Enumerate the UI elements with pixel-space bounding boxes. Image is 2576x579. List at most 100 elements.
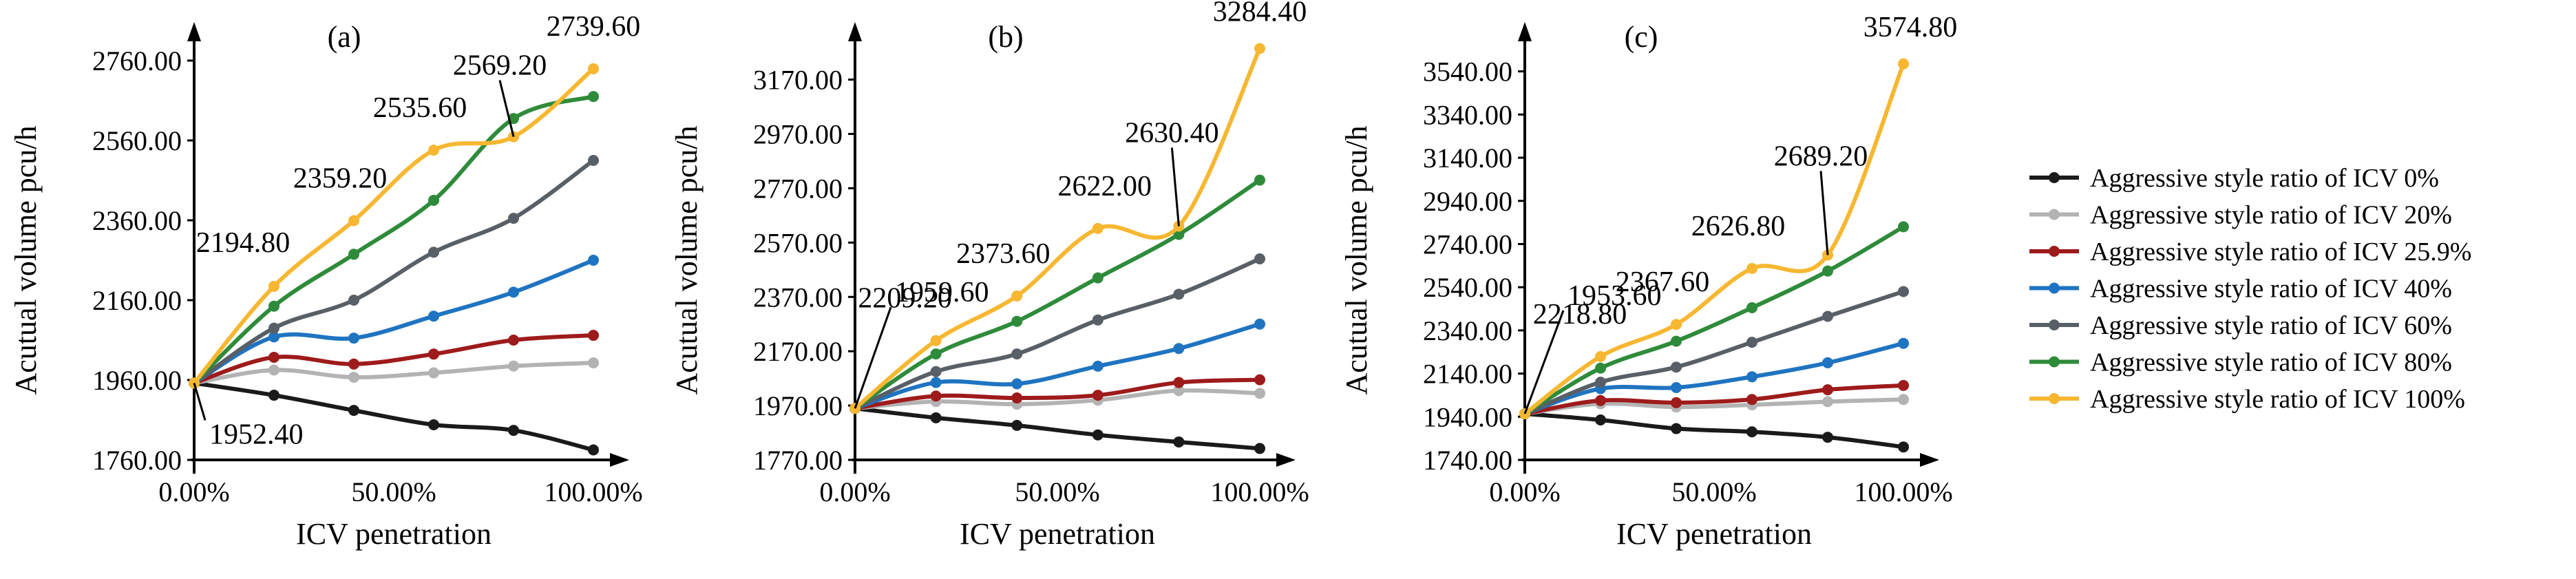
- legend-swatch-marker: [2049, 209, 2060, 220]
- series-line: [1524, 383, 1904, 416]
- data-point: [930, 335, 942, 346]
- data-point: [1011, 348, 1023, 360]
- data-point: [1595, 377, 1606, 388]
- data-point: [1173, 385, 1185, 397]
- data-point: [1671, 319, 1682, 330]
- data-point: [428, 348, 439, 360]
- legend-label: Aggressive style ratio of ICV 20%: [2090, 201, 2452, 230]
- data-point: [1092, 390, 1104, 401]
- x-tick-label: 50.00%: [1015, 476, 1099, 507]
- series-4: [189, 155, 599, 389]
- data-point: [930, 348, 942, 360]
- data-label: 1953.60: [1567, 280, 1662, 312]
- data-point: [1254, 443, 1265, 454]
- series-line: [193, 361, 594, 386]
- legend-swatch-marker: [2049, 246, 2060, 257]
- data-label: 2630.40: [1125, 118, 1219, 149]
- legend-item: Aggressive style ratio of ICV 60%: [2029, 311, 2452, 340]
- data-label: 2689.20: [1774, 140, 1868, 172]
- y-tick-label: 1760.00: [92, 445, 182, 476]
- annotation-leader: [1523, 310, 1565, 414]
- data-point: [1746, 426, 1757, 438]
- series-line: [1524, 397, 1904, 417]
- data-point: [1671, 361, 1682, 373]
- data-point: [1822, 310, 1833, 322]
- data-point: [268, 300, 279, 312]
- data-point: [1822, 396, 1833, 408]
- data-point: [1092, 272, 1104, 284]
- data-point: [1173, 288, 1185, 300]
- y-tick-label: 2360.00: [92, 205, 182, 236]
- data-point: [508, 286, 519, 298]
- y-tick-label: 2140.00: [1423, 359, 1512, 390]
- x-tick-label: 100.00%: [1210, 476, 1309, 507]
- series-line: [854, 322, 1260, 411]
- series-0: [1519, 408, 1909, 453]
- series-3: [189, 255, 599, 389]
- series-line: [1524, 412, 1904, 450]
- x-axis-label: ICV penetration: [1616, 517, 1812, 551]
- data-label: 2209.20: [858, 283, 952, 315]
- data-point: [348, 371, 359, 383]
- data-point: [1671, 381, 1682, 393]
- data-point: [1092, 314, 1104, 326]
- y-tick-label: 2570.00: [753, 227, 843, 258]
- data-point: [268, 364, 279, 376]
- legend-label: Aggressive style ratio of ICV 100%: [2090, 385, 2465, 414]
- x-tick-label: 0.00%: [819, 476, 890, 507]
- x-axis-label: ICV penetration: [960, 517, 1155, 551]
- data-point: [1822, 265, 1833, 277]
- y-tick-label: 3170.00: [753, 65, 843, 96]
- data-point: [1822, 357, 1833, 368]
- data-point: [588, 63, 599, 74]
- series-line: [192, 94, 594, 385]
- y-tick-label: 2340.00: [1423, 315, 1512, 346]
- data-point: [1595, 362, 1606, 374]
- legend-item: Aggressive style ratio of ICV 0%: [2029, 164, 2439, 193]
- chart-panel-2: (b) 1770.00 1970.00 2170.00 2370.00 2570.00 27…: [670, 0, 1309, 551]
- y-tick-label: 2760.00: [92, 45, 182, 76]
- data-point: [268, 322, 279, 334]
- legend-item: Aggressive style ratio of ICV 40%: [2029, 275, 2452, 304]
- data-point: [930, 377, 942, 388]
- data-point: [1092, 429, 1104, 441]
- y-axis-label: Acutual volume pcu/h: [670, 125, 704, 394]
- legend-item: Aggressive style ratio of ICV 100%: [2029, 385, 2465, 414]
- data-point: [1011, 290, 1023, 302]
- data-point: [268, 280, 279, 292]
- data-point: [1254, 43, 1265, 54]
- data-point: [588, 91, 599, 103]
- chart-panels: (a) 1760.00 1960.00 2160.00 2360.00 2560.00 27…: [9, 0, 1957, 551]
- x-tick-label: 50.00%: [351, 476, 436, 507]
- data-point: [1173, 436, 1185, 448]
- y-axis-arrow: [848, 22, 862, 41]
- data-point: [588, 155, 599, 166]
- x-tick-label: 0.00%: [1489, 476, 1560, 507]
- data-point: [1254, 388, 1265, 399]
- y-axis-label: Acutual volume pcu/h: [9, 125, 43, 394]
- annotation-leader: [854, 306, 892, 409]
- y-axis-arrow: [1518, 22, 1532, 41]
- data-label: 2194.80: [196, 227, 291, 259]
- panel-label: (b): [988, 20, 1023, 54]
- series-line: [193, 258, 595, 386]
- chart-panel-1: (a) 1760.00 1960.00 2160.00 2360.00 2560.00 27…: [9, 11, 643, 551]
- annotation-leader: [193, 382, 207, 421]
- data-point: [508, 360, 519, 372]
- x-tick-label: 100.00%: [1854, 476, 1952, 507]
- series-2: [189, 330, 599, 389]
- y-tick-label: 2160.00: [92, 285, 182, 316]
- series-4: [849, 253, 1265, 414]
- data-point: [1746, 302, 1757, 313]
- legend-swatch-marker: [2049, 393, 2060, 404]
- x-axis-arrow: [1920, 453, 1939, 467]
- y-tick-label: 3140.00: [1423, 143, 1512, 173]
- series-0: [849, 403, 1265, 454]
- data-point: [1595, 394, 1606, 406]
- data-point: [1254, 374, 1265, 386]
- series-line: [854, 257, 1261, 410]
- data-point: [1898, 379, 1909, 391]
- legend-swatch-marker: [2049, 172, 2060, 183]
- data-label: 2359.20: [293, 162, 388, 194]
- legend-label: Aggressive style ratio of ICV 40%: [2090, 275, 2452, 304]
